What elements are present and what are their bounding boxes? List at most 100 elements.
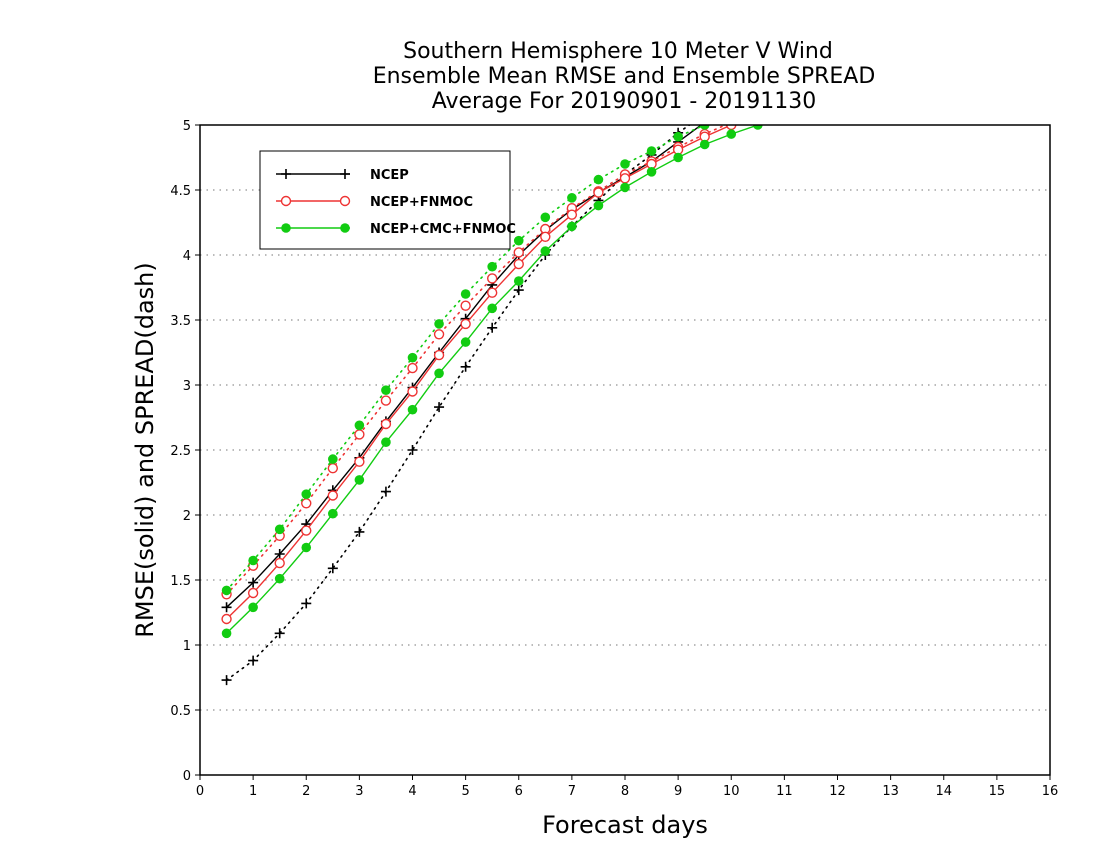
rmse-point	[619, 173, 631, 184]
spread-point	[407, 445, 418, 455]
spread-point	[354, 429, 365, 440]
rmse-point	[646, 167, 657, 177]
title-line-1: Southern Hemisphere 10 Meter V Wind	[403, 39, 833, 64]
y-tick-label: 2.5	[170, 444, 191, 459]
rmse-point	[487, 303, 497, 314]
spread-point	[274, 524, 285, 535]
spread-point	[301, 489, 312, 500]
spread-point	[513, 247, 524, 258]
spread-point	[381, 385, 391, 396]
rmse-point	[567, 221, 577, 232]
rmse-point	[407, 386, 418, 397]
rmse-point	[221, 613, 232, 625]
spread-point	[380, 395, 392, 406]
spread-point	[274, 628, 285, 639]
spread-point	[301, 498, 312, 509]
spread-point	[620, 159, 630, 169]
rmse-point	[354, 456, 365, 467]
y-axis-label: RMSE(solid) and SPREAD(dash)	[131, 262, 159, 638]
rmse-point	[247, 587, 259, 599]
x-axis: 0 1 2 3 4 5 6 7 8 9 10 11 12 13 14 15 16	[196, 775, 1058, 799]
rmse-point	[274, 549, 285, 559]
title-line-3: Average For 20190901 - 20191130	[432, 89, 817, 114]
rmse-point	[221, 628, 232, 639]
rmse-point	[301, 542, 312, 553]
spread-line-ncep-cmc-fnmoc	[225, 125, 707, 592]
spread-point	[248, 555, 258, 566]
spread-point	[328, 454, 338, 464]
x-tick-label: 1	[249, 784, 257, 799]
rmse-point	[460, 318, 471, 330]
grid	[200, 189, 1050, 711]
x-tick-label: 8	[621, 784, 629, 799]
rmse-point	[301, 525, 312, 536]
spread-point	[460, 361, 471, 372]
rmse-point	[460, 337, 471, 347]
legend-label: NCEP+CMC+FNMOC	[370, 222, 516, 237]
rmse-point	[513, 258, 524, 270]
spread-point	[487, 261, 497, 272]
legend-box	[259, 150, 511, 250]
spread-point	[593, 174, 604, 185]
rmse-point	[540, 231, 551, 243]
spread-point	[486, 273, 498, 284]
x-tick-label: 10	[723, 784, 740, 799]
y-tick-label: 0.5	[170, 704, 191, 719]
rmse-point	[566, 209, 578, 220]
rmse-point	[380, 418, 392, 430]
x-tick-label: 5	[461, 784, 469, 799]
rmse-point	[513, 276, 524, 286]
x-tick-label: 14	[935, 784, 952, 799]
x-tick-label: 6	[515, 784, 523, 799]
legend-item-ncep-cmc-fnmoc: NCEP+CMC+FNMOC	[276, 222, 516, 237]
x-tick-label: 7	[568, 784, 576, 799]
spread-point	[354, 420, 365, 431]
legend-marker	[340, 169, 350, 179]
spread-point	[540, 212, 551, 223]
rmse-point	[274, 557, 285, 569]
spread-point	[513, 285, 524, 296]
x-tick-label: 12	[829, 784, 846, 799]
series-layer	[221, 125, 763, 686]
y-tick-label: 1.5	[170, 574, 191, 589]
rmse-point	[407, 404, 418, 415]
rmse-point	[540, 246, 551, 256]
y-tick-label: 4.5	[170, 184, 191, 199]
y-tick-label: 4	[183, 249, 191, 264]
x-axis-label: Forecast days	[542, 811, 708, 839]
rmse-point	[753, 125, 763, 130]
rmse-point	[673, 152, 683, 163]
spread-point	[407, 352, 418, 363]
rmse-point	[274, 573, 285, 584]
rmse-point	[593, 200, 604, 211]
spread-point	[380, 486, 391, 497]
spread-point	[513, 235, 524, 246]
x-tick-label: 13	[882, 784, 899, 799]
x-tick-label: 3	[355, 784, 363, 799]
spread-point	[646, 146, 657, 156]
y-tick-label: 0	[183, 769, 191, 784]
spread-point	[487, 322, 498, 333]
rmse-point	[434, 368, 444, 379]
y-tick-label: 1	[183, 639, 191, 654]
chart-title: Southern Hemisphere 10 Meter V Wind Ense…	[373, 39, 876, 114]
spread-point	[460, 300, 471, 311]
spread-point	[221, 585, 232, 596]
rmse-point	[699, 139, 710, 150]
rmse-point	[381, 437, 391, 448]
x-tick-label: 2	[302, 784, 310, 799]
spread-point	[327, 563, 338, 574]
spread-point	[673, 131, 683, 142]
rmse-point	[726, 129, 737, 139]
legend-marker	[281, 169, 291, 179]
spread-point	[407, 362, 418, 374]
x-tick-label: 11	[776, 784, 793, 799]
rmse-point	[328, 508, 338, 519]
rmse-point	[354, 475, 365, 485]
legend-marker	[281, 223, 291, 233]
rmse-point	[620, 182, 630, 193]
spread-point	[301, 598, 312, 609]
rmse-point	[433, 349, 445, 361]
y-axis: 0 0.5 1 1.5 2 2.5 3 3.5 4 4.5 5	[170, 119, 200, 784]
